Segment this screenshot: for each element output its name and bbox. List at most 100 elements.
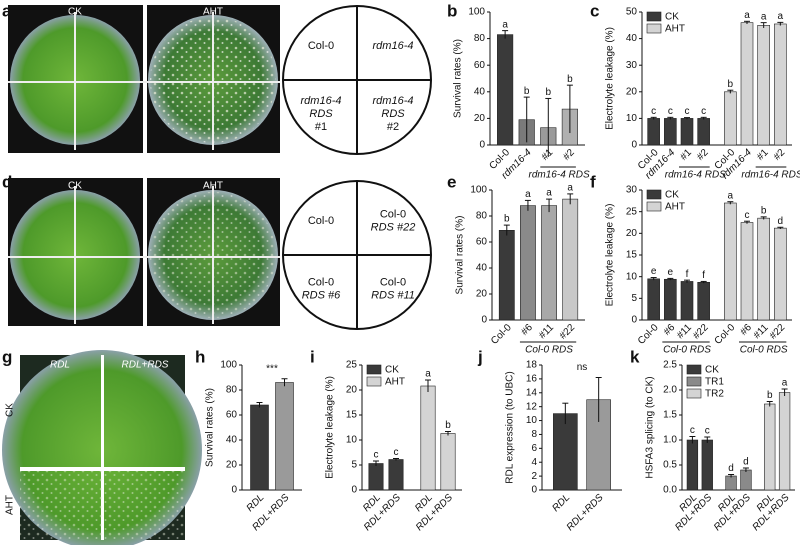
y-tick-label: 0.0 (663, 485, 677, 496)
y-tick-label: 20 (346, 385, 358, 396)
plate-photo (8, 178, 280, 326)
bar (497, 34, 514, 146)
y-axis-label: Electrolyte leakage (%) (605, 27, 616, 130)
significance-annotation: *** (266, 363, 278, 374)
significance-letter: e (668, 267, 674, 278)
bar (368, 463, 384, 491)
y-tick-label: 0 (531, 485, 537, 496)
significance-letter: b (767, 390, 773, 401)
x-tick-label: #6 (738, 322, 754, 338)
y-tick-label: 20 (476, 289, 488, 300)
significance-letter: c (374, 450, 379, 461)
bar (757, 217, 770, 321)
y-axis-label: Survival rates (%) (453, 39, 464, 118)
y-tick-label: 10 (346, 435, 358, 446)
legend-label: CK (705, 365, 719, 376)
bar (740, 22, 754, 146)
significance-letter: b (504, 214, 510, 225)
group-label: Col-0 RDS (525, 345, 573, 356)
group-label: Col-0 RDS (740, 345, 788, 356)
y-axis-label: Survival rates (%) (455, 216, 466, 295)
panel-label: b (447, 1, 457, 20)
x-tick-label: #6 (662, 322, 678, 338)
significance-letter: a (744, 10, 750, 21)
x-tick-label: RDL (245, 492, 267, 514)
legend-swatch (366, 376, 382, 387)
diagram-label: rdm16-4 (373, 40, 414, 52)
significance-letter: a (567, 183, 573, 194)
y-tick-label: 25 (626, 206, 638, 217)
diagram-label: RDS #11 (371, 289, 415, 301)
y-tick-label: 10 (526, 415, 538, 426)
significance-letter: c (701, 106, 706, 117)
y-tick-label: 0 (481, 315, 487, 326)
significance-letter: c (685, 106, 690, 117)
x-tick-label: #11 (537, 322, 556, 341)
significance-letter: c (394, 447, 399, 458)
bar (701, 439, 713, 491)
panel-label: j (477, 347, 483, 366)
diagram-label: Col-0 (308, 276, 334, 288)
legend-swatch (366, 364, 382, 375)
significance-letter: c (705, 426, 710, 437)
bar (725, 475, 737, 491)
bar (680, 118, 694, 146)
y-tick-label: 1.5 (663, 410, 677, 421)
y-tick-label: 5 (631, 293, 637, 304)
plate-label: AHT (203, 7, 223, 18)
diagram-label: #1 (315, 121, 327, 133)
significance-letter: b (445, 420, 451, 431)
legend-swatch (646, 23, 662, 34)
y-tick-label: 1.0 (663, 435, 677, 446)
significance-letter: b (761, 206, 767, 217)
x-tick-label: RDL+RDS (565, 492, 606, 533)
group-label: rdm16-4 RDS (665, 170, 726, 181)
significance-letter: d (728, 463, 734, 474)
significance-letter: b (546, 87, 552, 98)
significance-letter: a (728, 190, 734, 201)
bar (440, 433, 456, 491)
significance-letter: d (743, 457, 749, 468)
plate-label: RDL (50, 360, 70, 371)
panel-label: c (590, 1, 599, 20)
bar (647, 118, 660, 146)
panel-label: k (630, 347, 640, 366)
y-tick-label: 0.5 (663, 460, 677, 471)
y-tick-label: 10 (626, 113, 638, 124)
diagram-label: #2 (387, 121, 399, 133)
y-tick-label: 40 (474, 86, 486, 97)
panel-label: e (447, 172, 456, 191)
y-tick-label: 0 (351, 485, 357, 496)
significance-letter: f (702, 270, 705, 281)
legend-label: CK (665, 12, 679, 23)
bar (553, 413, 578, 491)
y-tick-label: 18 (526, 360, 538, 371)
y-tick-label: 4 (531, 457, 537, 468)
bar (664, 118, 677, 146)
significance-letter: d (778, 216, 784, 227)
y-tick-label: 100 (468, 7, 485, 18)
y-tick-label: 6 (531, 443, 537, 454)
y-tick-label: 14 (526, 387, 538, 398)
y-tick-label: 20 (226, 460, 238, 471)
x-tick-label: #1 (678, 147, 694, 163)
y-tick-label: 0 (231, 485, 237, 496)
y-tick-label: 30 (626, 185, 638, 196)
y-tick-label: 25 (346, 360, 358, 371)
panel-label: h (195, 347, 205, 366)
y-tick-label: 80 (226, 385, 238, 396)
legend-label: TR2 (705, 389, 724, 400)
y-tick-label: 15 (626, 250, 638, 261)
legend-swatch (646, 201, 662, 212)
group-label: Col-0 RDS (663, 345, 711, 356)
significance-letter: a (546, 188, 552, 199)
panel-label: i (310, 347, 315, 366)
significance-letter: a (761, 11, 767, 22)
y-tick-label: 0 (631, 140, 637, 151)
y-tick-label: 40 (626, 33, 638, 44)
y-tick-label: 60 (226, 410, 238, 421)
bar (740, 222, 754, 321)
significance-letter: b (524, 86, 530, 97)
x-tick-label: RDL (550, 492, 572, 514)
